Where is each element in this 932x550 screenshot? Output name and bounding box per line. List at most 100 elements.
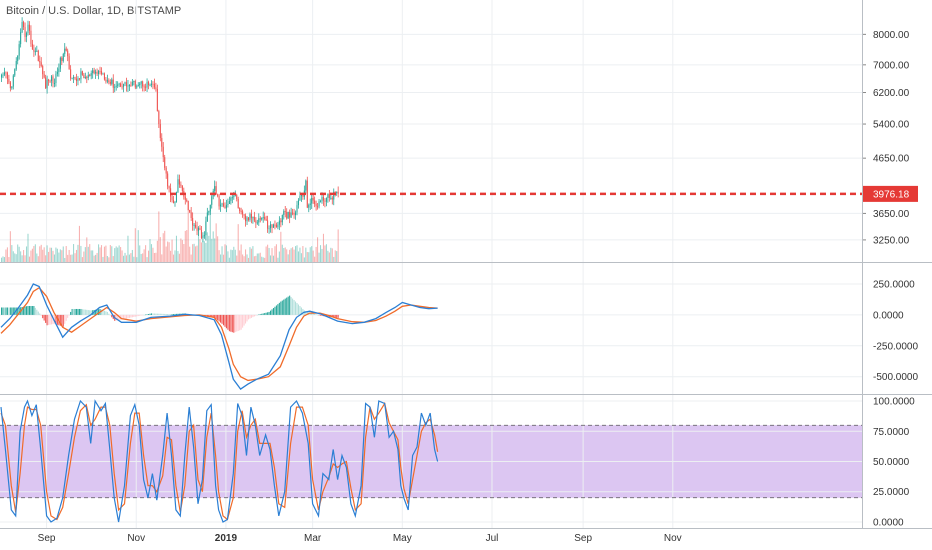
stoch-k-line[interactable]: [0, 399, 439, 523]
candle[interactable]: [249, 213, 251, 221]
candle[interactable]: [184, 196, 186, 200]
candle[interactable]: [105, 79, 107, 82]
candle[interactable]: [23, 22, 25, 27]
candle[interactable]: [292, 212, 294, 214]
stoch-d-line[interactable]: [0, 401, 439, 521]
candle[interactable]: [205, 221, 207, 236]
candle[interactable]: [14, 69, 16, 76]
candle[interactable]: [336, 191, 338, 193]
candle[interactable]: [197, 227, 200, 231]
candle[interactable]: [78, 78, 80, 80]
candle[interactable]: [61, 57, 63, 61]
candle[interactable]: [87, 74, 89, 78]
candle[interactable]: [171, 196, 173, 201]
candle[interactable]: [220, 204, 222, 207]
candle[interactable]: [297, 200, 300, 206]
candle[interactable]: [156, 89, 158, 112]
candle[interactable]: [11, 86, 13, 89]
candle[interactable]: [334, 191, 336, 193]
candle[interactable]: [164, 157, 166, 168]
candle[interactable]: [221, 203, 223, 205]
candle[interactable]: [98, 71, 100, 74]
candle[interactable]: [150, 83, 153, 85]
candle[interactable]: [96, 71, 98, 74]
candle[interactable]: [118, 83, 120, 85]
candle[interactable]: [275, 224, 277, 228]
candle[interactable]: [155, 87, 157, 90]
candle[interactable]: [39, 61, 41, 63]
candle[interactable]: [190, 212, 192, 218]
candle[interactable]: [15, 60, 17, 70]
candle[interactable]: [131, 81, 133, 86]
candle[interactable]: [319, 201, 322, 203]
candle[interactable]: [137, 85, 139, 87]
candle[interactable]: [250, 213, 252, 219]
candle[interactable]: [253, 216, 255, 221]
candle[interactable]: [143, 86, 145, 88]
candle[interactable]: [186, 199, 188, 202]
candle[interactable]: [24, 26, 26, 37]
candle[interactable]: [165, 167, 167, 174]
candle[interactable]: [30, 30, 32, 44]
candle[interactable]: [325, 197, 327, 202]
candle[interactable]: [52, 76, 54, 84]
candle[interactable]: [159, 124, 161, 138]
candle[interactable]: [181, 185, 183, 191]
candle[interactable]: [306, 180, 308, 208]
candle[interactable]: [20, 32, 22, 45]
candle[interactable]: [45, 77, 47, 89]
candle[interactable]: [152, 83, 154, 85]
candle[interactable]: [328, 193, 330, 198]
candle[interactable]: [43, 74, 45, 78]
candle[interactable]: [93, 70, 95, 74]
candle[interactable]: [311, 197, 313, 204]
candle[interactable]: [315, 203, 317, 207]
candle[interactable]: [42, 66, 44, 75]
candle[interactable]: [134, 81, 136, 88]
candle[interactable]: [70, 69, 72, 79]
candle[interactable]: [140, 81, 142, 84]
candle[interactable]: [309, 203, 311, 206]
candle[interactable]: [167, 173, 169, 187]
candle[interactable]: [272, 224, 275, 228]
candle[interactable]: [149, 84, 151, 86]
candle[interactable]: [314, 200, 316, 204]
candle[interactable]: [290, 212, 292, 218]
candle[interactable]: [284, 211, 286, 213]
candle[interactable]: [158, 111, 160, 125]
candle[interactable]: [200, 230, 202, 238]
candle[interactable]: [127, 85, 129, 87]
candle[interactable]: [277, 224, 279, 228]
candle[interactable]: [74, 77, 76, 79]
candle[interactable]: [268, 228, 270, 230]
candle[interactable]: [56, 72, 58, 74]
candle[interactable]: [50, 76, 53, 81]
candle[interactable]: [222, 203, 225, 207]
candle[interactable]: [245, 215, 247, 222]
macd-signal-line[interactable]: [0, 286, 438, 382]
candle[interactable]: [299, 196, 301, 201]
candle[interactable]: [46, 79, 48, 89]
candle[interactable]: [86, 77, 88, 79]
candle[interactable]: [225, 205, 227, 209]
candle[interactable]: [125, 82, 128, 87]
candle[interactable]: [296, 205, 298, 213]
candle[interactable]: [317, 206, 319, 208]
candle[interactable]: [84, 77, 86, 79]
candle[interactable]: [40, 62, 42, 67]
candle[interactable]: [81, 71, 83, 75]
candle[interactable]: [55, 73, 57, 84]
candle[interactable]: [27, 24, 29, 34]
candle[interactable]: [139, 83, 141, 86]
candle[interactable]: [68, 56, 70, 70]
candle[interactable]: [324, 200, 326, 202]
candle[interactable]: [333, 191, 335, 200]
candle[interactable]: [102, 73, 104, 75]
candle[interactable]: [6, 72, 8, 79]
candle[interactable]: [92, 70, 94, 74]
candle[interactable]: [114, 86, 116, 88]
candle[interactable]: [208, 211, 210, 213]
candle[interactable]: [37, 50, 39, 62]
candle[interactable]: [109, 82, 111, 84]
candle[interactable]: [12, 75, 14, 87]
